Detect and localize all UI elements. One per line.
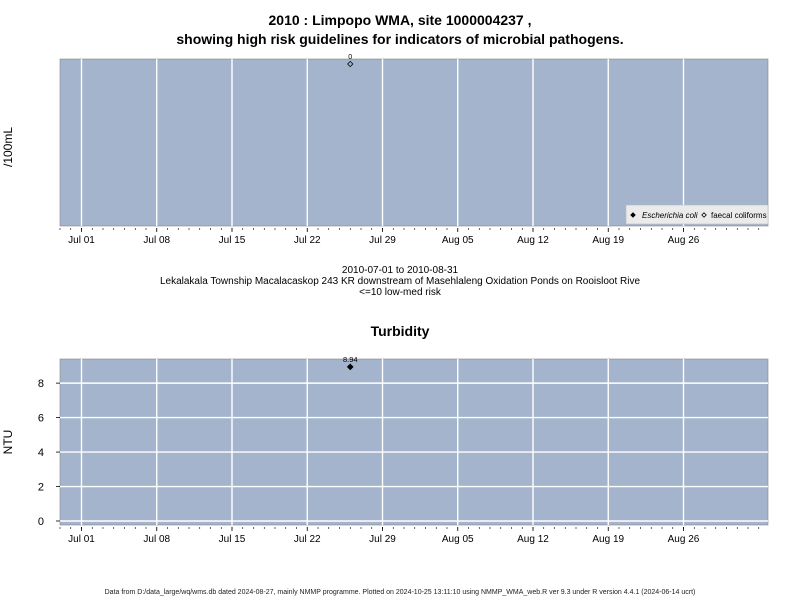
- x-tick-label: Aug 12: [517, 235, 549, 246]
- x-tick-label: Aug 19: [592, 534, 624, 545]
- x-tick-label: Jul 15: [219, 534, 246, 545]
- risk-note-text: <=10 low-med risk: [359, 287, 441, 298]
- y-tick-label: 4: [38, 447, 44, 459]
- x-tick-label: Jul 01: [68, 534, 95, 545]
- data-point-turbidity: [346, 363, 354, 371]
- turbidity-title: Turbidity: [370, 323, 430, 339]
- x-tick-label: Jul 29: [369, 534, 396, 545]
- chart-title-line-2: showing high risk guidelines for indicat…: [176, 31, 624, 47]
- date-range-text: 2010-07-01 to 2010-08-31: [341, 265, 459, 276]
- x-tick-label: Aug 12: [517, 534, 549, 545]
- y-tick-label: 2: [38, 482, 44, 494]
- chart-title-line-1: 2010 : Limpopo WMA, site 1000004237 ,: [268, 12, 532, 28]
- legend-label-e-coli: Escherichia coli: [642, 211, 698, 220]
- turbidity-chart: Jul 01 Jul 08 Jul 15 Jul 22 Jul 29 Aug 05 Aug …: [38, 355, 769, 545]
- y-tick-label: 8: [38, 378, 44, 390]
- data-label: 8.94: [343, 355, 358, 364]
- x-tick-label: Jul 08: [143, 534, 170, 545]
- legend-marker-faecal-coliforms: [701, 212, 707, 218]
- y-tick-label: 0: [38, 516, 44, 528]
- site-description-text: Lekalakala Township Macalacaskop 243 KR …: [159, 276, 641, 287]
- x-tick-label: Jul 01: [68, 235, 95, 246]
- x-tick-label: Aug 05: [442, 235, 474, 246]
- x-tick-label: Jul 08: [143, 235, 170, 246]
- footer-note: Data from D:/data_large/wq/wms.db dated …: [104, 589, 696, 596]
- x-tick-label: Aug 19: [592, 235, 624, 246]
- x-tick-label: Jul 29: [369, 235, 396, 246]
- x-tick-label: Aug 26: [668, 534, 700, 545]
- x-tick-label: Aug 05: [442, 534, 474, 545]
- x-tick-label: Jul 22: [294, 534, 321, 545]
- microbial-chart: Jul 01 Jul 08 Jul 15 Jul 22 Jul 29 Aug 05 Aug …: [59, 54, 769, 246]
- plot-panel: [59, 358, 769, 526]
- y-tick-label: 6: [38, 413, 44, 425]
- x-tick-label: Jul 15: [219, 235, 246, 246]
- plot-panel: [59, 58, 769, 227]
- x-tick-label: Jul 22: [294, 235, 321, 246]
- data-point-faecal-coliforms: [347, 60, 354, 68]
- data-label: 0: [348, 54, 352, 61]
- legend-box: [625, 204, 769, 225]
- x-tick-label: Aug 26: [668, 235, 700, 246]
- legend-label-faecal-coliforms: faecal coliforms: [711, 211, 767, 220]
- legend-marker-e-coli: [630, 212, 636, 218]
